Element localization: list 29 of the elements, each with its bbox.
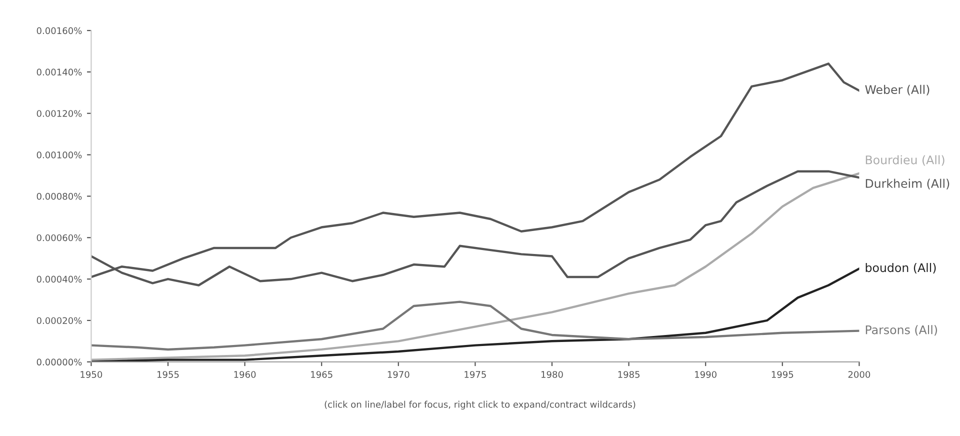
y-tick-label: 0.00100%	[36, 152, 82, 158]
x-tick-label: 1950	[80, 371, 102, 378]
y-tick-label: 0.00040%	[36, 276, 82, 283]
series-label: Bourdieu (All)	[866, 155, 944, 166]
y-tick-label: 0.00160%	[36, 27, 82, 34]
y-tick-label: 0.00060%	[36, 234, 82, 242]
y-tick-label: 0.00080%	[36, 192, 82, 200]
series-label: Durkheim (All)	[866, 178, 950, 190]
x-tick-label: 1995	[772, 371, 794, 378]
line-series	[91, 300, 860, 351]
x-tick-label: 1970	[388, 371, 410, 378]
series-label: Parsons (All)	[866, 325, 938, 336]
line-series	[91, 268, 860, 362]
x-tick-label: 1955	[158, 371, 179, 378]
x-tick-label: 1960	[234, 371, 256, 378]
text: (click on line/label for focus, right click to expand/contract wildcards)	[324, 400, 636, 410]
series-label: boudon (All)	[866, 262, 936, 274]
y-tick-label: 0.00120%	[36, 110, 82, 117]
x-tick-label: 1985	[618, 371, 640, 378]
y-tick-label: 0.00020%	[36, 317, 82, 324]
y-tick-label: 0.00140%	[36, 68, 82, 76]
y-tick-label: 0.00000%	[36, 358, 82, 366]
x-tick-label: 1980	[542, 371, 563, 378]
x-tick-label: 2000	[848, 371, 870, 378]
x-tick-label: 1965	[311, 371, 332, 378]
x-tick-label: 1975	[464, 371, 486, 378]
x-tick-label: 1990	[695, 371, 716, 378]
line-series	[91, 172, 860, 361]
series-label: Weber (All)	[865, 84, 930, 96]
